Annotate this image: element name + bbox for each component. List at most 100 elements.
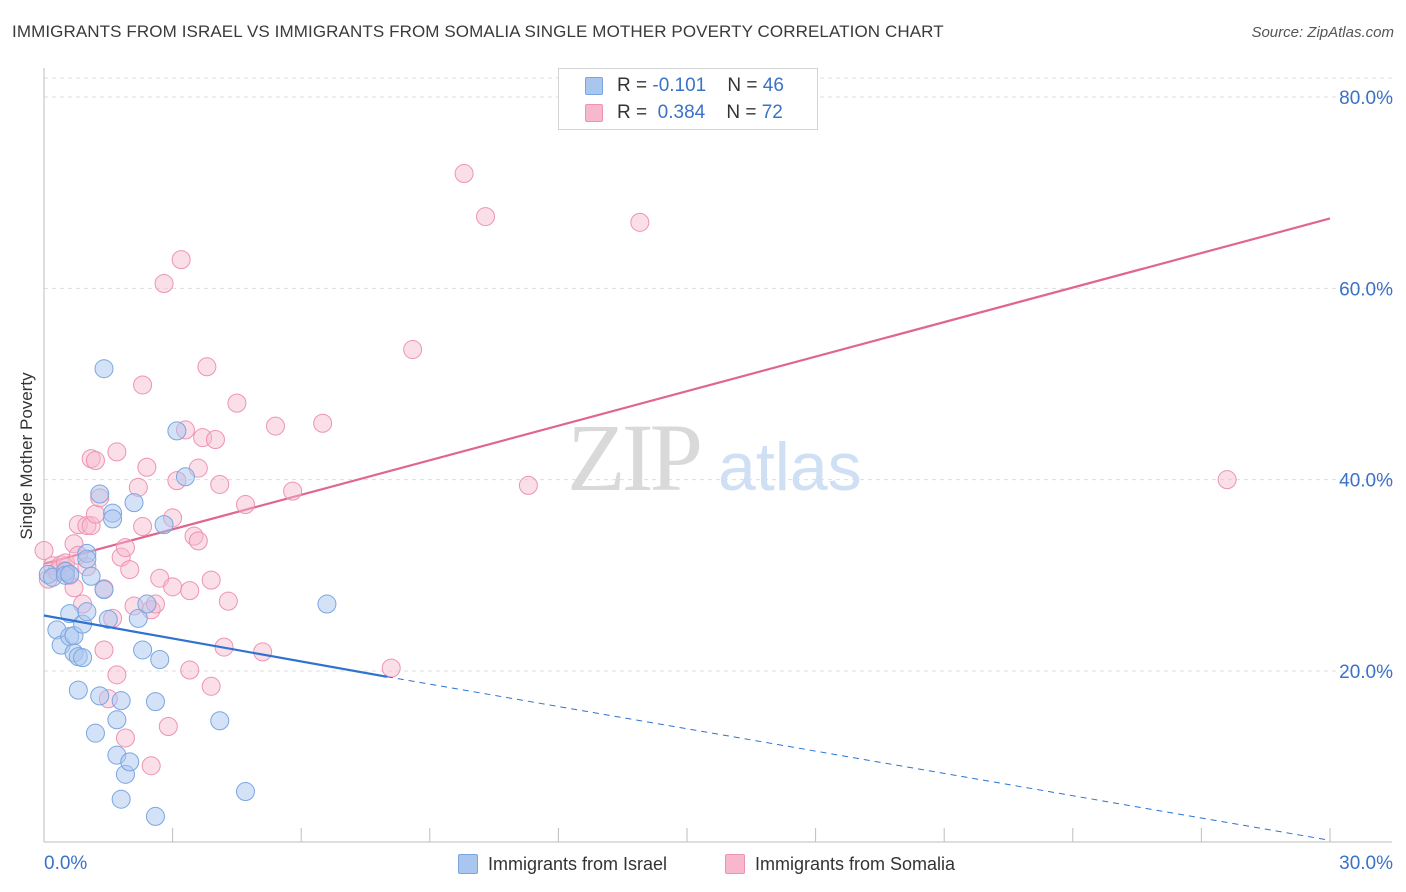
data-point-somalia: [133, 517, 153, 537]
data-point-israel: [235, 782, 255, 802]
data-point-israel: [103, 509, 123, 529]
data-point-somalia: [158, 716, 178, 736]
data-point-israel: [90, 484, 110, 504]
data-point-somalia: [218, 591, 238, 611]
data-point-somalia: [34, 540, 54, 560]
data-point-somalia: [253, 642, 273, 662]
points-israel: [38, 359, 337, 826]
data-point-israel: [145, 692, 165, 712]
data-point-israel: [167, 421, 187, 441]
watermark-atlas: atlas: [718, 429, 862, 505]
data-point-somalia: [115, 538, 135, 558]
legend-r-label: R =: [617, 102, 653, 123]
data-point-israel: [128, 608, 148, 628]
data-point-israel: [94, 580, 114, 600]
data-point-israel: [77, 549, 97, 569]
x-tick-label: 30.0%: [1339, 853, 1393, 874]
x-tick-label: 0.0%: [44, 853, 87, 874]
data-point-israel: [73, 648, 93, 668]
trend-line-israel-dashed: [386, 676, 1331, 841]
data-point-somalia: [518, 475, 538, 495]
y-tick-label: 40.0%: [1339, 471, 1393, 492]
data-point-israel: [68, 680, 88, 700]
data-point-israel: [60, 564, 80, 584]
tick-labels: 20.0% 40.0% 60.0% 80.0% 0.0% 30.0%: [44, 88, 1393, 874]
data-point-somalia: [180, 581, 200, 601]
chart-title: IMMIGRANTS FROM ISRAEL VS IMMIGRANTS FRO…: [12, 22, 944, 41]
data-point-israel: [317, 594, 337, 614]
data-point-somalia: [235, 495, 255, 515]
data-point-somalia: [201, 570, 221, 590]
data-point-somalia: [94, 640, 114, 660]
watermark-zip: ZIP: [567, 404, 700, 511]
bottom-legend-label-somalia: Immigrants from Somalia: [755, 854, 956, 874]
data-point-israel: [111, 691, 131, 711]
data-point-somalia: [120, 560, 140, 580]
trend-line-israel: [43, 614, 388, 678]
data-point-somalia: [283, 481, 303, 501]
data-point-somalia: [115, 728, 135, 748]
data-point-somalia: [265, 416, 285, 436]
bottom-legend-swatch-israel: [458, 854, 478, 874]
data-point-somalia: [163, 577, 183, 597]
bottom-legend-label-israel: Immigrants from Israel: [488, 854, 668, 874]
data-point-somalia: [133, 375, 153, 395]
data-point-israel: [90, 686, 110, 706]
data-point-israel: [145, 806, 165, 826]
data-point-somalia: [64, 534, 84, 554]
legend-r-value-israel: -0.101: [652, 75, 707, 96]
data-point-somalia: [154, 274, 174, 294]
data-point-israel: [210, 711, 230, 731]
data-point-somalia: [171, 250, 191, 270]
data-point-israel: [85, 723, 105, 743]
data-point-somalia: [85, 451, 105, 471]
data-point-israel: [98, 609, 118, 629]
axes: [43, 68, 1392, 843]
data-point-israel: [150, 650, 170, 670]
data-point-somalia: [454, 164, 474, 184]
y-axis-label: Single Mother Poverty: [17, 372, 36, 540]
data-point-somalia: [141, 756, 161, 776]
legend-n-label: N =: [727, 75, 763, 96]
data-point-somalia: [180, 660, 200, 680]
legend-swatch-somalia: [585, 104, 603, 122]
data-point-somalia: [107, 442, 127, 462]
data-point-somalia: [188, 531, 208, 551]
data-point-israel: [77, 602, 97, 622]
data-point-somalia: [1217, 470, 1237, 490]
data-point-israel: [94, 359, 114, 379]
data-point-israel: [120, 752, 140, 772]
data-point-somalia: [403, 340, 423, 360]
legend-n-value-somalia: 72: [761, 102, 783, 123]
grid-lines: [44, 77, 1392, 672]
data-point-israel: [124, 493, 144, 513]
data-point-somalia: [107, 665, 127, 685]
data-point-somalia: [476, 207, 496, 227]
source-label: Source: ZipAtlas.com: [1251, 24, 1394, 41]
data-point-somalia: [313, 413, 333, 433]
data-point-israel: [133, 640, 153, 660]
data-point-somalia: [205, 429, 225, 449]
data-point-israel: [137, 594, 157, 614]
trend-line-somalia: [43, 217, 1331, 565]
data-point-israel: [154, 515, 174, 535]
legend-n-value-israel: 46: [762, 75, 784, 96]
data-point-somalia: [227, 393, 247, 413]
watermark: ZIP atlas: [567, 404, 862, 511]
y-tick-label: 60.0%: [1339, 279, 1393, 300]
data-point-somalia: [381, 658, 401, 678]
data-point-somalia: [201, 676, 221, 696]
y-tick-label: 20.0%: [1339, 662, 1393, 683]
data-point-somalia: [137, 457, 157, 477]
data-point-somalia: [197, 357, 217, 377]
legend-n-label: N =: [726, 102, 762, 123]
trend-somalia: [43, 217, 1331, 565]
data-point-somalia: [210, 474, 230, 494]
correlation-legend: R = -0.101 N = 46 R = 0.384 N = 72: [558, 68, 818, 130]
y-tick-label: 80.0%: [1339, 88, 1393, 109]
data-point-somalia: [630, 212, 650, 232]
data-point-israel: [107, 710, 127, 730]
legend-swatch-israel: [585, 77, 603, 95]
data-point-israel: [111, 789, 131, 809]
